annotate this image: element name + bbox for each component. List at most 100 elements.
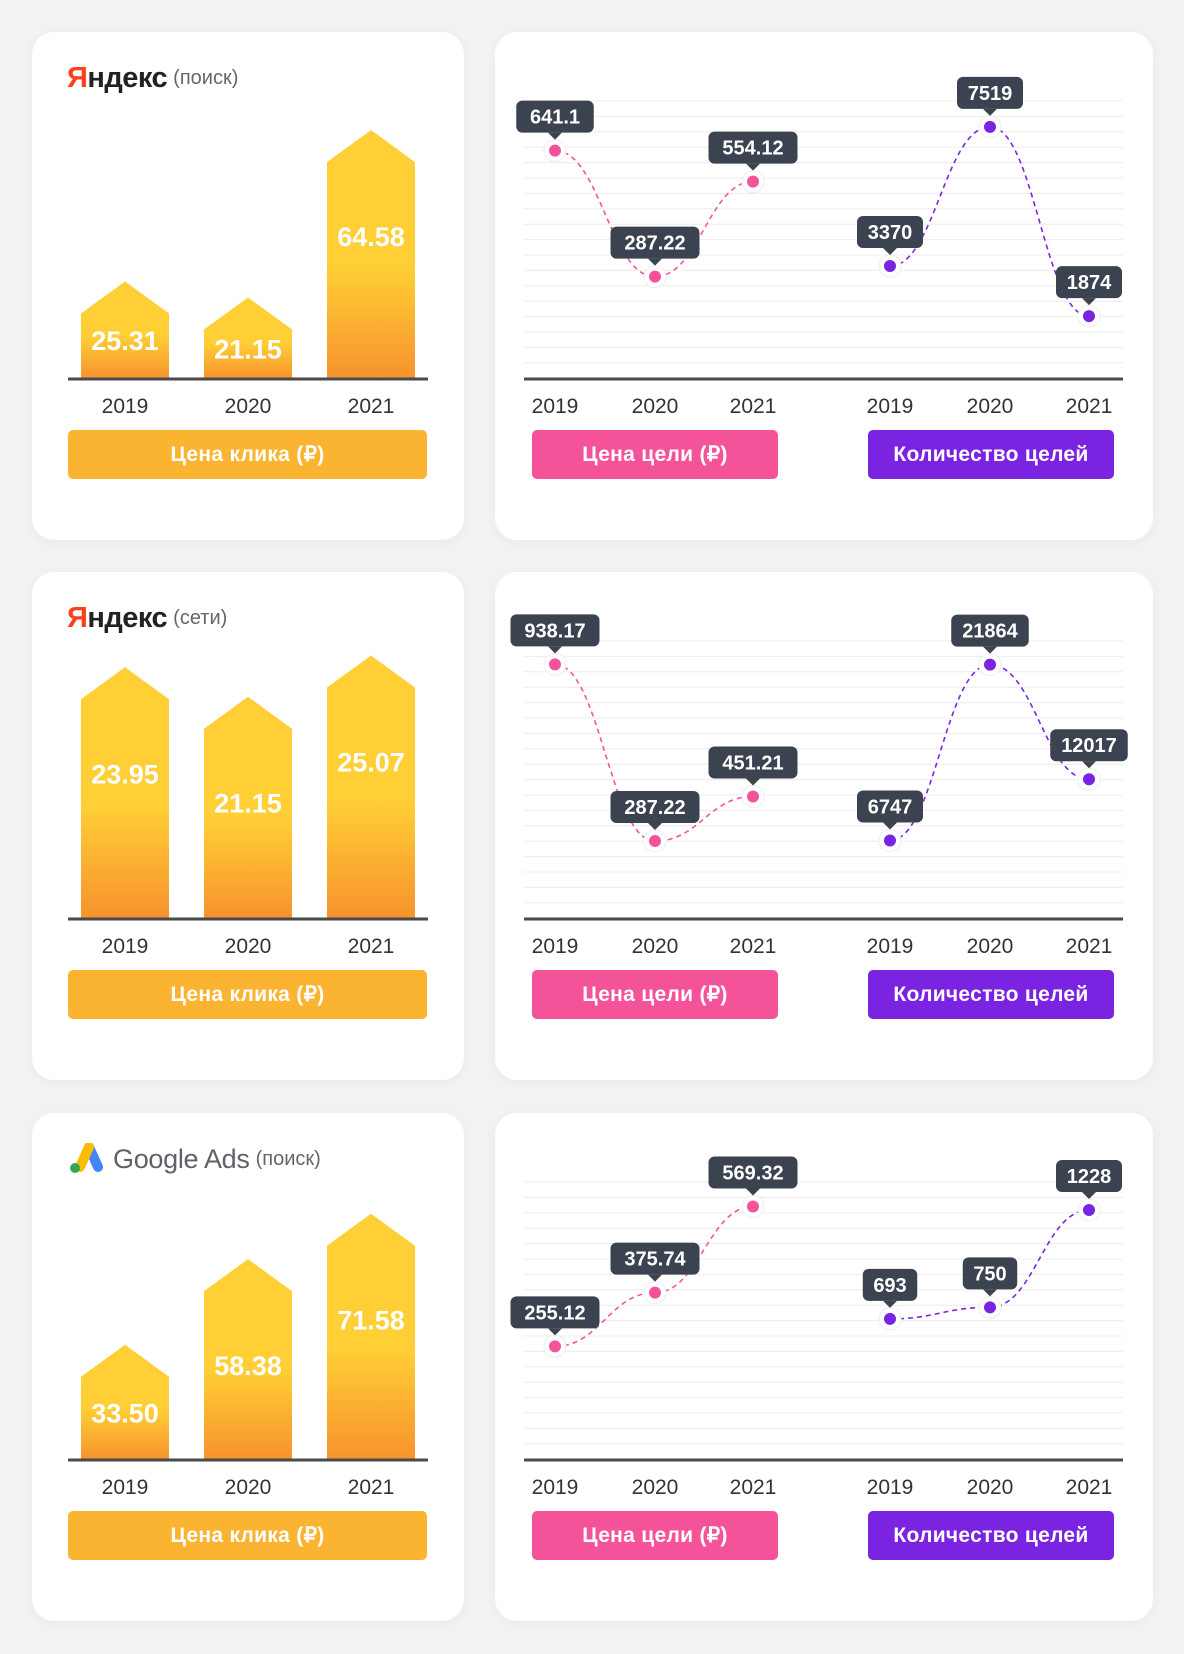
goal-price-value-label: 554.12 <box>722 138 783 160</box>
goal-count-point <box>884 834 896 847</box>
callout-pointer <box>548 1328 562 1336</box>
bar-value-label: 64.58 <box>337 222 405 252</box>
x-tick-label: 2019 <box>102 1476 149 1499</box>
callout-pointer <box>648 1274 662 1282</box>
bar <box>327 655 415 919</box>
value-callout <box>857 790 923 823</box>
bar <box>204 1259 292 1460</box>
x-tick-label: 2021 <box>348 935 395 958</box>
goal-price-point <box>649 835 661 848</box>
goal-count-button[interactable]: Количество целей <box>868 430 1114 479</box>
click-price-button[interactable]: Цена клика (₽) <box>68 430 427 479</box>
value-callout <box>610 791 700 824</box>
goal-price-point <box>549 658 561 671</box>
value-callout <box>862 1268 918 1301</box>
x-tick-label: 2021 <box>1066 1476 1113 1499</box>
yandex-logo: Яндекс <box>67 601 168 634</box>
value-callout <box>610 226 700 259</box>
goal-count-button[interactable]: Количество целей <box>868 970 1114 1019</box>
goal-count-value-label: 12017 <box>1061 735 1117 757</box>
value-callout <box>1056 266 1122 299</box>
x-tick-label: 2021 <box>730 1476 777 1499</box>
callout-pointer <box>883 822 897 830</box>
google-ads-icon <box>70 1143 103 1173</box>
callout-pointer <box>983 108 997 116</box>
callout-pointer <box>883 1300 897 1308</box>
bar <box>204 297 292 379</box>
callout-pointer <box>746 163 760 171</box>
brand: Яндекс (сети) <box>67 598 227 638</box>
callout-pointer <box>1082 761 1096 769</box>
goal-price-series-line <box>554 663 754 842</box>
bar <box>81 1344 169 1460</box>
click-price-bar-chart: 23.95 21.15 25.07 2019 2020 2021 <box>68 655 428 958</box>
x-tick-label: 2019 <box>867 395 914 418</box>
goal-count-point <box>1083 1204 1095 1217</box>
x-tick-label: 2020 <box>967 1476 1014 1499</box>
click-price-card: Яндекс (сети) 23.95 21.15 25.07 2019 2020 202… <box>32 572 464 1080</box>
x-tick-label: 2021 <box>348 395 395 418</box>
goal-count-point <box>984 1301 996 1314</box>
google-ads-label: Google Ads <box>113 1143 250 1174</box>
x-tick-label: 2020 <box>225 935 272 958</box>
x-tick-label: 2020 <box>632 1476 679 1499</box>
goals-line-chart: 255.12 375.74 569.32 2019 2020 2021 693 750 1228… <box>510 1156 1123 1499</box>
bar-value-label: 23.95 <box>91 759 159 789</box>
x-tick-label: 2021 <box>1066 395 1113 418</box>
x-tick-label: 2019 <box>867 935 914 958</box>
click-price-button[interactable]: Цена клика (₽) <box>68 1511 427 1560</box>
bar-value-label: 25.31 <box>91 326 159 356</box>
x-tick-label: 2020 <box>225 1476 272 1499</box>
goal-count-button[interactable]: Количество целей <box>868 1511 1114 1560</box>
callout-pointer <box>746 1188 760 1196</box>
goals-line-chart: 938.17 287.22 451.21 2019 2020 2021 6747 21864 1… <box>510 614 1128 958</box>
x-tick-label: 2021 <box>348 1476 395 1499</box>
goal-price-value-label: 451.21 <box>722 753 783 775</box>
x-tick-label: 2019 <box>532 935 579 958</box>
value-callout <box>708 1156 798 1189</box>
click-price-bar-chart: 33.50 58.38 71.58 2019 2020 2021 <box>68 1213 428 1499</box>
goal-count-point <box>884 1312 896 1325</box>
x-tick-label: 2020 <box>632 935 679 958</box>
x-tick-label: 2020 <box>967 935 1014 958</box>
value-callout <box>1050 729 1128 762</box>
value-callout <box>951 614 1029 647</box>
x-tick-label: 2019 <box>532 395 579 418</box>
goal-price-value-label: 287.22 <box>624 797 685 819</box>
goals-card: 255.12 375.74 569.32 2019 2020 2021 693 750 1228… <box>495 1113 1153 1621</box>
value-callout <box>510 1296 600 1329</box>
goal-count-point <box>984 120 996 133</box>
goal-price-point <box>747 175 759 188</box>
bar <box>327 130 415 379</box>
bar-value-label: 21.15 <box>214 789 282 819</box>
click-price-card: Google Ads (поиск) 33.50 58.38 71.58 2019 20… <box>32 1113 464 1621</box>
goal-price-point <box>649 1286 661 1299</box>
brand-note: (сети) <box>173 606 228 629</box>
goal-price-button[interactable]: Цена цели (₽) <box>532 970 778 1019</box>
goal-price-value-label: 287.22 <box>624 233 685 255</box>
goal-count-value-label: 3370 <box>868 222 913 244</box>
goal-price-button[interactable]: Цена цели (₽) <box>532 1511 778 1560</box>
bar <box>81 281 169 379</box>
value-callout <box>708 746 798 779</box>
goal-price-point <box>747 790 759 803</box>
value-callout <box>962 1257 1018 1290</box>
goal-price-series-line <box>554 1205 754 1348</box>
value-callout <box>510 614 600 647</box>
goals-line-chart: 641.1 287.22 554.12 2019 2020 2021 3370 7519 187… <box>516 76 1123 418</box>
bar-value-label: 25.07 <box>337 748 405 778</box>
callout-pointer <box>648 258 662 266</box>
callout-pointer <box>746 778 760 786</box>
click-price-button[interactable]: Цена клика (₽) <box>68 970 427 1019</box>
goal-price-value-label: 641.1 <box>530 107 580 129</box>
callout-pointer <box>548 132 562 140</box>
x-tick-label: 2021 <box>730 395 777 418</box>
goal-price-button[interactable]: Цена цели (₽) <box>532 430 778 479</box>
x-tick-label: 2020 <box>967 395 1014 418</box>
goal-price-value-label: 375.74 <box>624 1249 686 1271</box>
brand: Google Ads (поиск) <box>67 1139 321 1179</box>
value-callout <box>516 100 594 133</box>
goal-count-point <box>984 658 996 671</box>
bar <box>81 667 169 919</box>
callout-pointer <box>1082 1192 1096 1200</box>
